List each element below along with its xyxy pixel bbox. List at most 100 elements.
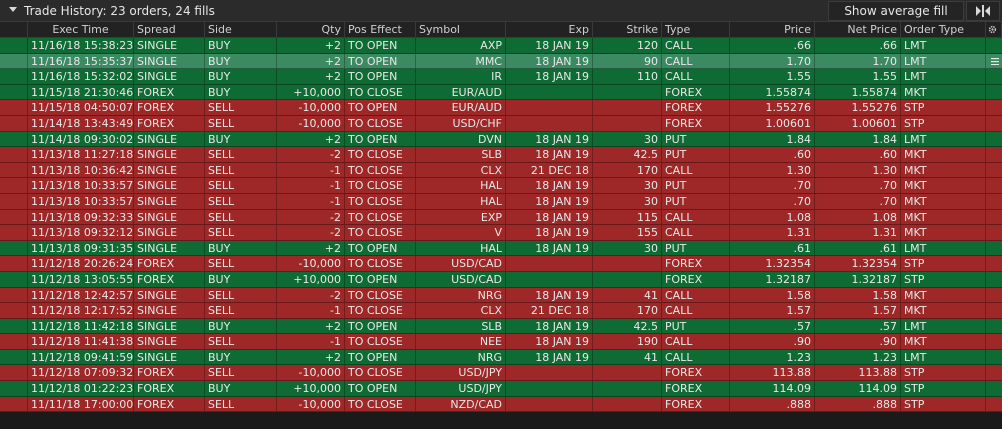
cell-side: SELL <box>205 365 277 381</box>
header-net-price[interactable]: Net Price <box>815 22 901 37</box>
cell-type: PUT <box>662 131 730 147</box>
expand-collapse-icon <box>976 5 990 17</box>
cell-exp: 18 JAN 19 <box>506 69 593 84</box>
table-row[interactable]: 11/15/18 04:50:07 FOREX SELL -10,000 TO OPEN… <box>0 100 1002 116</box>
cell-qty: -2 <box>277 209 345 225</box>
cell-net-price: 1.32354 <box>815 256 901 271</box>
cell-type: PUT <box>662 318 730 334</box>
cell-side: BUY <box>205 38 277 53</box>
header-side[interactable]: Side <box>205 22 277 37</box>
cell-spread: SINGLE <box>134 349 205 365</box>
cell-type: CALL <box>662 209 730 225</box>
row-gutter <box>0 381 28 396</box>
cell-strike: 110 <box>593 69 662 84</box>
table-row[interactable]: 11/14/18 13:43:49 FOREX SELL -10,000 TO CLOS… <box>0 115 1002 132</box>
cell-pos-effect: TO CLOSE <box>345 178 416 193</box>
row-end <box>986 397 1002 412</box>
header-qty[interactable]: Qty <box>277 22 345 37</box>
cell-type: PUT <box>662 178 730 193</box>
header-exec-time[interactable]: Exec Time <box>28 22 134 37</box>
row-gutter <box>0 178 28 193</box>
cell-price: .66 <box>730 38 815 53</box>
cell-strike: 42.5 <box>593 318 662 334</box>
cell-type: CALL <box>662 287 730 303</box>
cell-exec-time: 11/16/18 15:38:23 <box>28 38 134 53</box>
table-row[interactable]: 11/14/18 09:30:02 SINGLE BUY +2 TO OPEN DVN 18… <box>0 131 1002 148</box>
cell-symbol: USD/JPY <box>416 381 506 396</box>
cell-order-type: MKT <box>901 209 986 225</box>
cell-symbol: CLX <box>416 303 506 318</box>
table-row[interactable]: 11/13/18 10:33:57 SINGLE SELL -1 TO CLOSE HAL… <box>0 178 1002 194</box>
cell-strike <box>593 84 662 100</box>
cell-side: SELL <box>205 178 277 193</box>
cell-strike: 170 <box>593 303 662 318</box>
cell-symbol: IR <box>416 69 506 84</box>
table-row[interactable]: 11/12/18 11:41:38 SINGLE SELL -1 TO CLOSE NEE… <box>0 334 1002 350</box>
table-row[interactable]: 11/12/18 12:17:52 SINGLE SELL -1 TO CLOSE CLX… <box>0 303 1002 319</box>
cell-exp: 21 DEC 18 <box>506 162 593 178</box>
row-end <box>986 147 1002 162</box>
cell-side: BUY <box>205 240 277 256</box>
cell-price: .90 <box>730 334 815 349</box>
table-row[interactable]: 11/12/18 12:42:57 SINGLE SELL -2 TO CLOSE NRG… <box>0 287 1002 304</box>
cell-qty: -10,000 <box>277 365 345 381</box>
expand-collapse-button[interactable] <box>966 1 1000 21</box>
cell-spread: FOREX <box>134 100 205 115</box>
show-average-fill-prices-button[interactable]: Show average fill prices <box>828 1 964 36</box>
cell-order-type: STP <box>901 365 986 381</box>
header-type[interactable]: Type <box>662 22 730 37</box>
column-settings-button[interactable] <box>986 22 1002 37</box>
table-row[interactable]: 11/12/18 13:05:55 FOREX BUY +10,000 TO OPEN U… <box>0 271 1002 288</box>
cell-order-type: STP <box>901 381 986 396</box>
cell-strike: 90 <box>593 53 662 69</box>
cell-exec-time: 11/12/18 09:41:59 <box>28 349 134 365</box>
table-row[interactable]: 11/16/18 15:38:23 SINGLE BUY +2 TO OPEN AXP 18… <box>0 38 1002 54</box>
cell-price: 1.70 <box>730 53 815 69</box>
table-row[interactable]: 11/12/18 07:09:32 FOREX SELL -10,000 TO CLOS… <box>0 365 1002 382</box>
header-spread[interactable]: Spread <box>134 22 205 37</box>
table-row[interactable]: 11/16/18 15:35:37 SINGLE BUY +2 TO OPEN MMC 18… <box>0 53 1002 70</box>
header-exp[interactable]: Exp <box>506 22 593 37</box>
row-end <box>986 272 1002 287</box>
row-end <box>986 350 1002 365</box>
header-price[interactable]: Price <box>730 22 815 37</box>
table-row[interactable]: 11/12/18 11:42:18 SINGLE BUY +2 TO OPEN SLB 18… <box>0 318 1002 335</box>
table-row[interactable]: 11/16/18 15:32:02 SINGLE BUY +2 TO OPEN IR 18 … <box>0 69 1002 85</box>
table-row[interactable]: 11/13/18 09:31:35 SINGLE BUY +2 TO OPEN HAL 18… <box>0 240 1002 257</box>
cell-symbol: DVN <box>416 131 506 147</box>
table-row[interactable]: 11/12/18 09:41:59 SINGLE BUY +2 TO OPEN NRG 18… <box>0 349 1002 366</box>
cell-qty: +2 <box>277 69 345 84</box>
header-pos-effect[interactable]: Pos Effect <box>345 22 416 37</box>
table-row[interactable]: 11/11/18 17:00:00 FOREX SELL -10,000 TO CLOS… <box>0 396 1002 413</box>
cell-order-type: MKT <box>901 193 986 209</box>
table-row[interactable]: 11/13/18 11:27:18 SINGLE SELL -2 TO CLOSE SLB… <box>0 147 1002 163</box>
table-row[interactable]: 11/15/18 21:30:46 FOREX BUY +10,000 TO CLOSE… <box>0 84 1002 101</box>
cell-pos-effect: TO CLOSE <box>345 256 416 271</box>
cell-side: BUY <box>205 84 277 100</box>
table-row[interactable]: 11/12/18 20:26:24 FOREX SELL -10,000 TO CLOS… <box>0 256 1002 272</box>
menu-icon[interactable] <box>991 57 999 65</box>
cell-spread: SINGLE <box>134 193 205 209</box>
cell-qty: -1 <box>277 162 345 178</box>
header-order-type[interactable]: Order Type <box>901 22 986 37</box>
header-symbol[interactable]: Symbol <box>416 22 506 37</box>
header-strike[interactable]: Strike <box>593 22 662 37</box>
cell-qty: -2 <box>277 225 345 240</box>
cell-side: SELL <box>205 193 277 209</box>
table-row[interactable]: 11/13/18 09:32:33 SINGLE SELL -2 TO CLOSE EXP… <box>0 209 1002 226</box>
row-gutter <box>0 318 28 334</box>
chevron-down-icon[interactable] <box>9 7 17 12</box>
table-row[interactable]: 11/13/18 10:36:42 SINGLE SELL -1 TO CLOSE CLX… <box>0 162 1002 179</box>
cell-strike: 30 <box>593 131 662 147</box>
cell-price: .70 <box>730 178 815 193</box>
cell-pos-effect: TO CLOSE <box>345 396 416 412</box>
cell-symbol: CLX <box>416 162 506 178</box>
row-end <box>986 288 1002 303</box>
cell-side: SELL <box>205 115 277 131</box>
table-row[interactable]: 11/12/18 01:22:23 FOREX BUY +10,000 TO OPEN U… <box>0 381 1002 397</box>
cell-spread: SINGLE <box>134 162 205 178</box>
table-row[interactable]: 11/13/18 10:33:57 SINGLE SELL -1 TO CLOSE HAL… <box>0 193 1002 210</box>
table-row[interactable]: 11/13/18 09:32:12 SINGLE SELL -2 TO CLOSE V 18… <box>0 225 1002 241</box>
cell-exp <box>506 396 593 412</box>
cell-type: PUT <box>662 147 730 162</box>
